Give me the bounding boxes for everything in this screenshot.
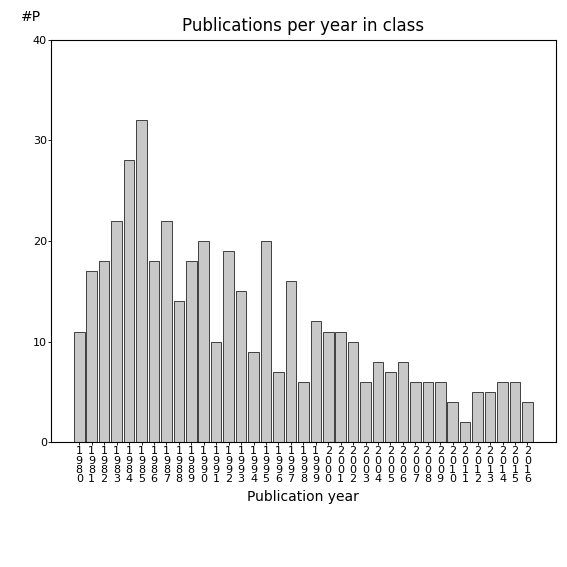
Title: Publications per year in class: Publications per year in class: [182, 18, 425, 35]
Bar: [485, 392, 496, 442]
Bar: [497, 382, 508, 442]
Bar: [136, 120, 147, 442]
Bar: [74, 332, 84, 442]
Bar: [360, 382, 371, 442]
Bar: [86, 271, 97, 442]
Bar: [236, 291, 247, 442]
Bar: [422, 382, 433, 442]
Bar: [223, 251, 234, 442]
Bar: [323, 332, 333, 442]
Bar: [99, 261, 109, 442]
Bar: [111, 221, 122, 442]
Bar: [248, 352, 259, 442]
Bar: [522, 402, 533, 442]
Bar: [174, 302, 184, 442]
Bar: [149, 261, 159, 442]
Bar: [472, 392, 483, 442]
Bar: [373, 362, 383, 442]
Bar: [124, 160, 134, 442]
Bar: [460, 422, 471, 442]
X-axis label: Publication year: Publication year: [247, 489, 359, 503]
Bar: [397, 362, 408, 442]
Bar: [186, 261, 197, 442]
Bar: [447, 402, 458, 442]
Bar: [273, 372, 284, 442]
Bar: [385, 372, 396, 442]
Bar: [261, 241, 271, 442]
Bar: [198, 241, 209, 442]
Bar: [286, 281, 296, 442]
Bar: [298, 382, 308, 442]
Bar: [410, 382, 421, 442]
Bar: [435, 382, 446, 442]
Bar: [161, 221, 172, 442]
Bar: [311, 321, 321, 442]
Text: #P: #P: [21, 10, 41, 24]
Bar: [510, 382, 521, 442]
Bar: [348, 341, 358, 442]
Bar: [211, 341, 222, 442]
Bar: [336, 332, 346, 442]
